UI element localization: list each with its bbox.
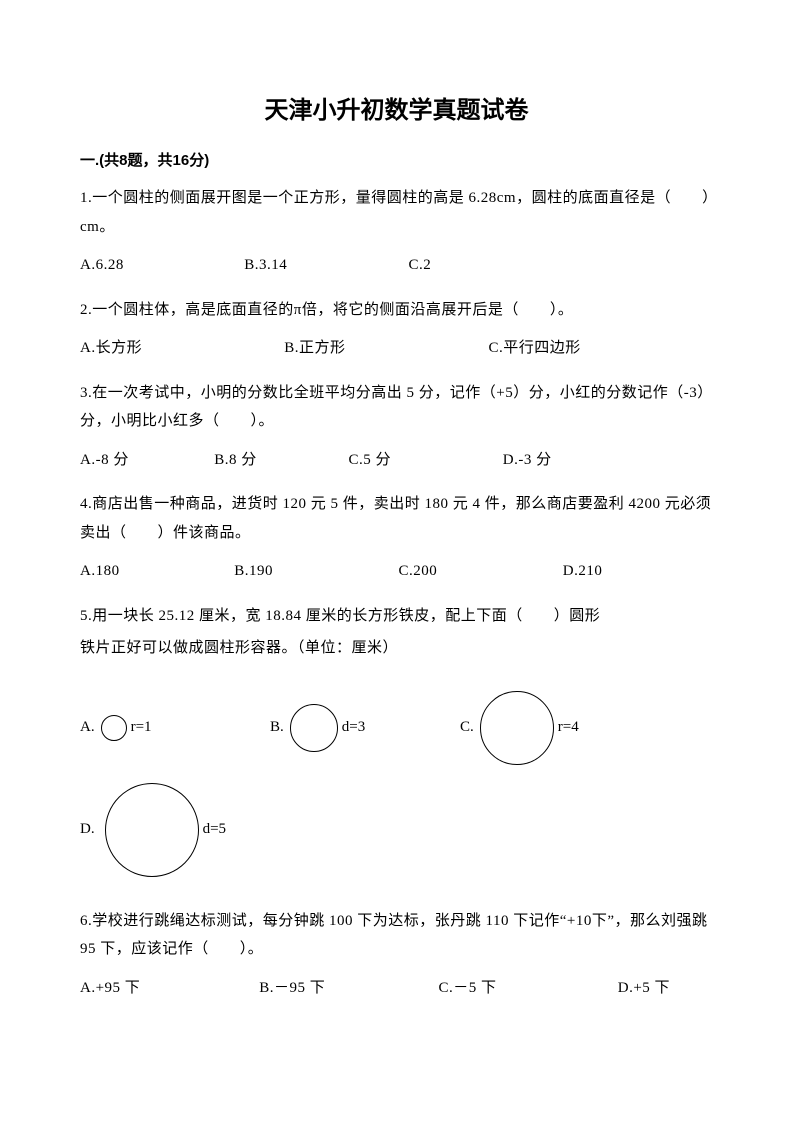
q5-opt-b-value: d=3 xyxy=(342,719,365,736)
q5-opt-a: A. r=1 xyxy=(80,715,270,741)
q5-opt-a-label: A. xyxy=(80,719,95,736)
question-1: 1.一个圆柱的侧面展开图是一个正方形，量得圆柱的高是 6.28cm，圆柱的底面直… xyxy=(80,184,713,241)
circle-icon xyxy=(105,783,199,877)
q5-row-2: D. d=5 xyxy=(80,783,713,877)
circle-icon xyxy=(290,704,338,752)
circle-icon xyxy=(101,715,127,741)
q6-opt-d: D.+5 下 xyxy=(618,974,670,1003)
question-6-options: A.+95 下 B.－95 下 C.－5 下 D.+5 下 xyxy=(80,974,713,1003)
q2-opt-a: A.长方形 xyxy=(80,334,280,363)
q6-opt-c: C.－5 下 xyxy=(439,974,614,1003)
question-5-line1: 5.用一块长 25.12 厘米，宽 18.84 厘米的长方形铁皮，配上下面（ ）… xyxy=(80,602,713,631)
question-2-options: A.长方形 B.正方形 C.平行四边形 xyxy=(80,334,713,363)
q2-opt-b: B.正方形 xyxy=(284,334,484,363)
q3-opt-b: B.8 分 xyxy=(214,446,344,475)
q5-opt-d-label: D. xyxy=(80,821,95,838)
question-5-line2: 铁片正好可以做成圆柱形容器。（单位：厘米） xyxy=(80,634,713,663)
exam-page: 天津小升初数学真题试卷 一.(共8题，共16分) 1.一个圆柱的侧面展开图是一个… xyxy=(0,0,793,1122)
question-3-options: A.-8 分 B.8 分 C.5 分 D.-3 分 xyxy=(80,446,713,475)
q3-opt-d: D.-3 分 xyxy=(503,446,552,475)
q5-opt-c-value: r=4 xyxy=(558,719,579,736)
q6-opt-a: A.+95 下 xyxy=(80,974,255,1003)
page-title: 天津小升初数学真题试卷 xyxy=(80,90,713,125)
question-4: 4.商店出售一种商品，进货时 120 元 5 件，卖出时 180 元 4 件，那… xyxy=(80,490,713,547)
q5-opt-a-value: r=1 xyxy=(131,719,152,736)
question-6: 6.学校进行跳绳达标测试，每分钟跳 100 下为达标，张丹跳 110 下记作“+… xyxy=(80,907,713,964)
q3-opt-a: A.-8 分 xyxy=(80,446,210,475)
question-3: 3.在一次考试中，小明的分数比全班平均分高出 5 分，记作（+5）分，小红的分数… xyxy=(80,379,713,436)
q4-opt-a: A.180 xyxy=(80,557,230,586)
question-1-options: A.6.28 B.3.14 C.2 xyxy=(80,251,713,280)
q5-opt-d-value: d=5 xyxy=(203,821,226,838)
q3-opt-c: C.5 分 xyxy=(349,446,499,475)
q1-opt-a: A.6.28 xyxy=(80,251,240,280)
q1-opt-c: C.2 xyxy=(409,251,432,280)
q5-opt-b: B. d=3 xyxy=(270,704,460,752)
q2-opt-c: C.平行四边形 xyxy=(489,334,581,363)
q5-opt-d: D. d=5 xyxy=(80,783,226,877)
q5-opt-b-label: B. xyxy=(270,719,284,736)
question-5-options: A. r=1 B. d=3 C. r=4 D. d=5 xyxy=(80,691,713,877)
circle-icon xyxy=(480,691,554,765)
q6-opt-b: B.－95 下 xyxy=(259,974,434,1003)
q5-opt-c-label: C. xyxy=(460,719,474,736)
q5-row-1: A. r=1 B. d=3 C. r=4 xyxy=(80,691,713,765)
question-4-options: A.180 B.190 C.200 D.210 xyxy=(80,557,713,586)
q4-opt-b: B.190 xyxy=(234,557,394,586)
q1-opt-b: B.3.14 xyxy=(244,251,404,280)
q4-opt-c: C.200 xyxy=(399,557,559,586)
q4-opt-d: D.210 xyxy=(563,557,603,586)
q5-opt-c: C. r=4 xyxy=(460,691,579,765)
section-1-header: 一.(共8题，共16分) xyxy=(80,149,713,170)
question-2: 2.一个圆柱体，高是底面直径的π倍，将它的侧面沿高展开后是（ ）。 xyxy=(80,296,713,325)
